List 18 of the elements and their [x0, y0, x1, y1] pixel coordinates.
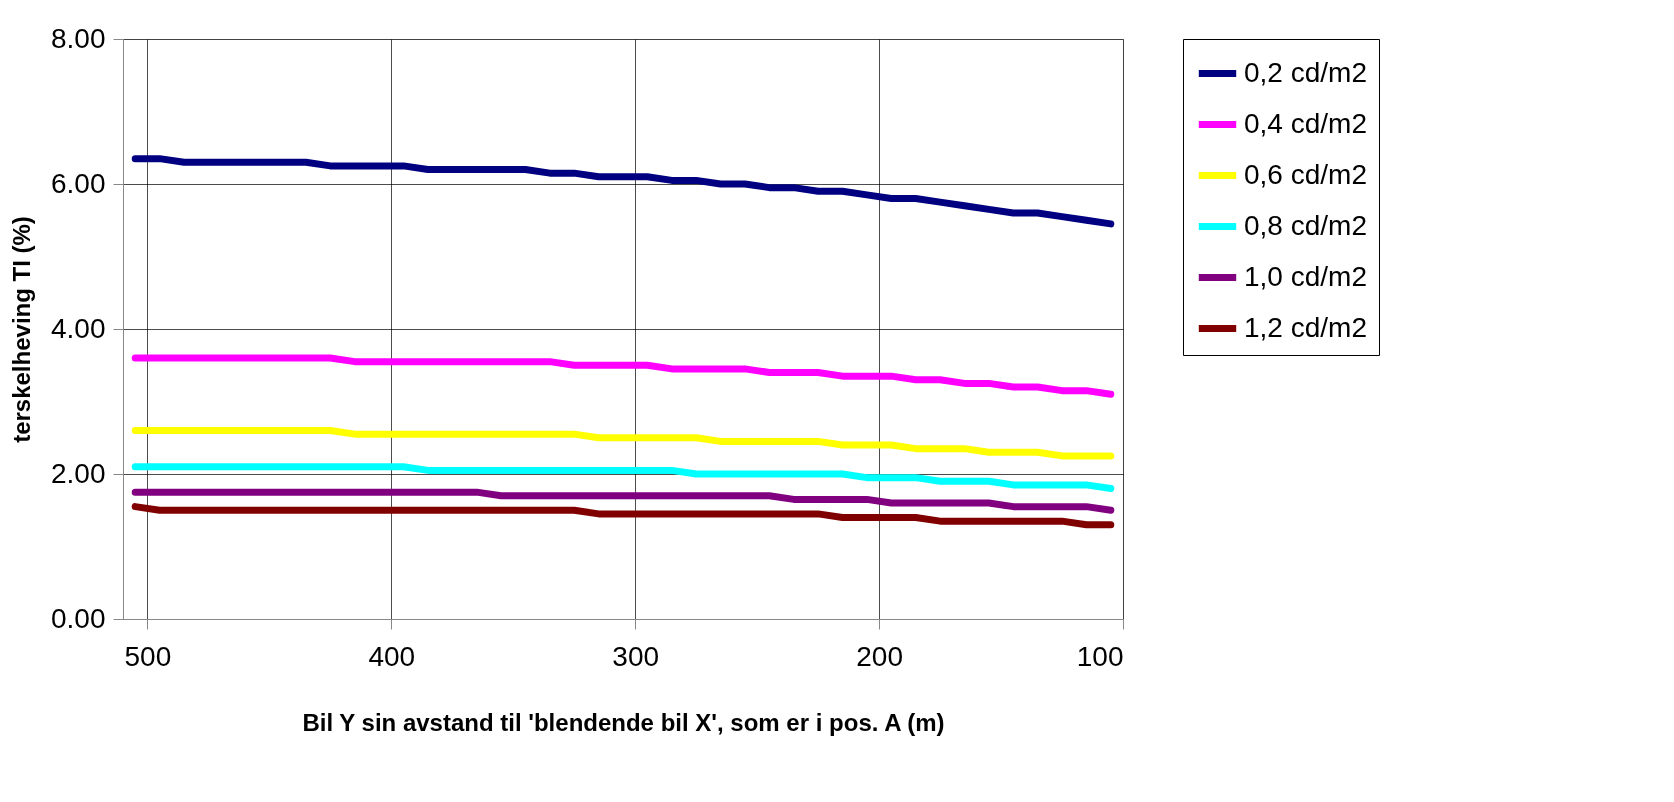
- legend-label: 0,4 cd/m2: [1244, 107, 1367, 139]
- y-tick-label: 8.00: [51, 22, 106, 54]
- y-tick-label: 0.00: [51, 602, 106, 634]
- y-tick-label: 6.00: [51, 167, 106, 199]
- legend-label: 1,0 cd/m2: [1244, 260, 1367, 292]
- legend-label: 0,6 cd/m2: [1244, 158, 1367, 190]
- x-tick-label: 500: [124, 640, 172, 672]
- x-axis-title: Bil Y sin avstand til 'blendende bil X', som er i pos. A (m): [302, 708, 945, 736]
- legend-label: 0,2 cd/m2: [1244, 56, 1367, 88]
- y-tick-label: 2.00: [51, 457, 106, 489]
- x-tick-label: 100: [1076, 640, 1124, 672]
- y-axis-title: terskelheving TI (%): [8, 216, 35, 443]
- x-tick-label: 400: [368, 640, 416, 672]
- y-tick-label: 4.00: [51, 312, 106, 344]
- legend-label: 1,2 cd/m2: [1244, 311, 1367, 343]
- legend-label: 0,8 cd/m2: [1244, 209, 1367, 241]
- x-tick-label: 200: [856, 640, 903, 672]
- x-tick-label: 300: [612, 640, 660, 672]
